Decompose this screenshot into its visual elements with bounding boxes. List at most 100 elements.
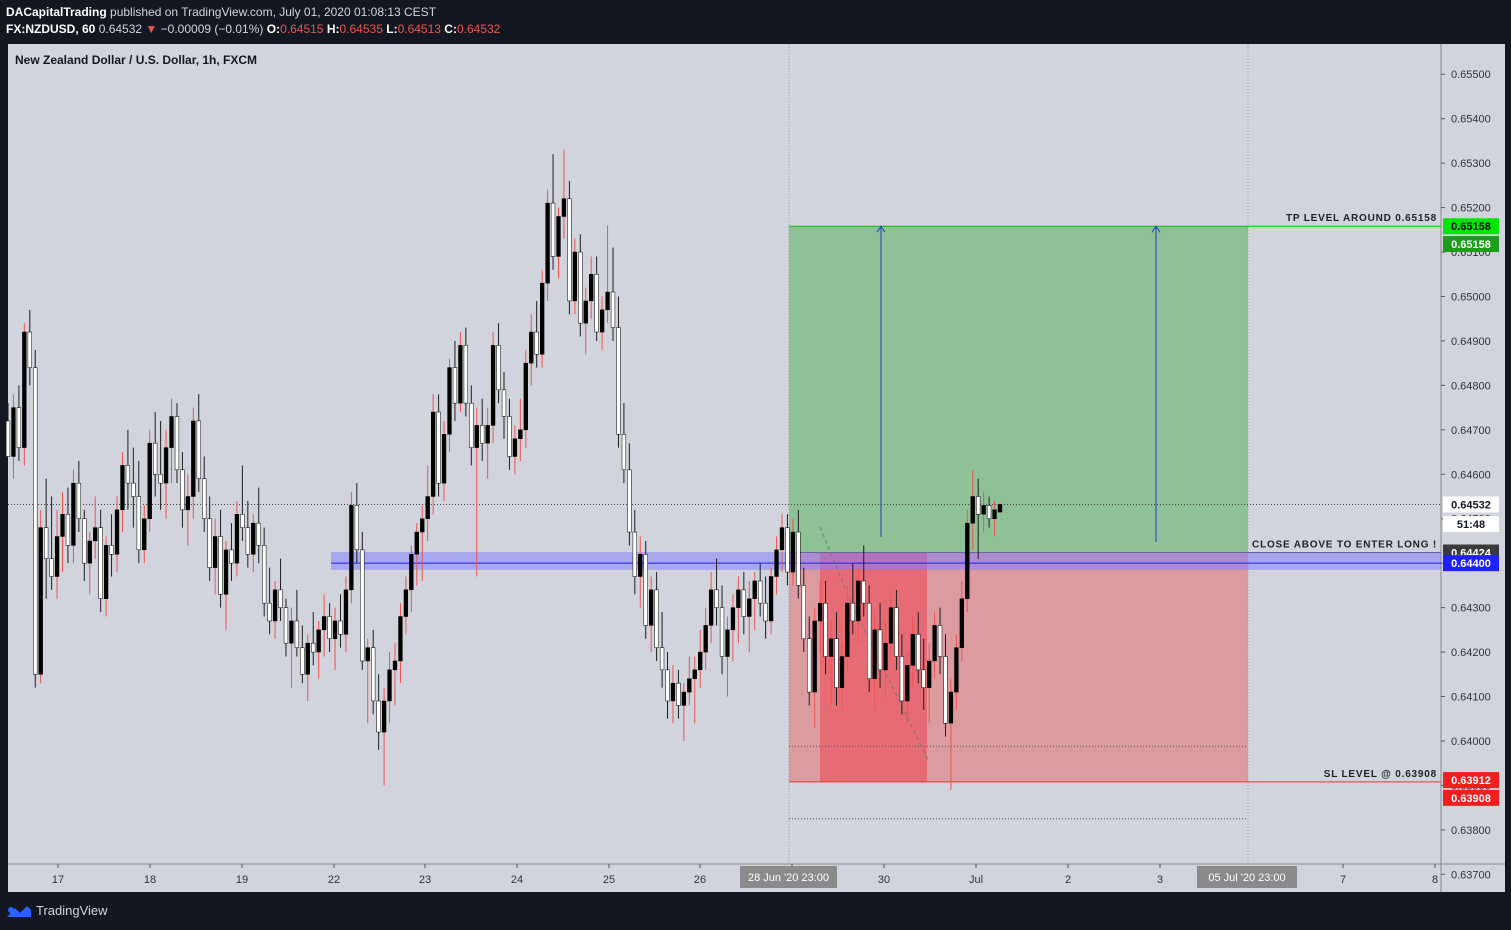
y-tick-label: 0.63700 — [1451, 869, 1491, 881]
candle-body — [747, 598, 752, 617]
candle-body — [33, 367, 38, 675]
candle-body — [54, 536, 60, 577]
y-tick-label: 0.64700 — [1451, 425, 1491, 437]
price-tag — [1443, 496, 1499, 513]
candle-body — [899, 656, 905, 702]
candle-body — [311, 642, 316, 653]
candle-body — [665, 669, 670, 702]
candle-body — [981, 505, 986, 515]
time-marker — [1197, 866, 1297, 888]
candle-body — [638, 554, 643, 577]
candle-body — [300, 647, 305, 675]
candle-body — [681, 691, 687, 706]
candle-body — [163, 447, 169, 484]
close-label: C: — [444, 22, 457, 36]
candle-body — [185, 496, 191, 511]
close-value: 0.64532 — [456, 22, 501, 36]
target-arrow-head-icon — [1151, 225, 1161, 233]
candle-body — [708, 589, 714, 626]
candle-body — [430, 411, 436, 497]
candle-body — [240, 514, 245, 528]
candle-body — [856, 580, 861, 622]
candle-body — [992, 509, 997, 519]
candle-body — [174, 416, 180, 471]
candle-body — [539, 282, 545, 355]
candle-body — [452, 367, 458, 404]
candle-body — [599, 309, 605, 333]
candle-body — [93, 527, 98, 542]
time-marker-label: 05 Jul '20 23:00 — [1208, 872, 1285, 884]
candle-body — [643, 554, 648, 626]
candle-body — [256, 522, 261, 546]
tradingview-brand[interactable]: TradingView — [6, 903, 108, 918]
y-tick-label: 0.64200 — [1451, 647, 1491, 659]
candle-body — [867, 602, 872, 679]
candle-body — [147, 442, 152, 519]
candle-body — [289, 620, 294, 644]
price-tag — [1443, 516, 1499, 533]
price-tag-label: 0.65158 — [1451, 221, 1491, 233]
candle-body — [338, 620, 343, 635]
price-tag-label: 0.63912 — [1451, 775, 1491, 787]
candle-body — [381, 700, 387, 733]
candle-body — [921, 669, 926, 688]
candle-body — [49, 558, 54, 577]
y-tick-label: 0.65400 — [1451, 114, 1491, 126]
candle-body — [954, 647, 959, 693]
candle-body — [796, 531, 801, 586]
author-name[interactable]: DACapitalTrading — [6, 5, 107, 19]
candle-body — [38, 527, 43, 675]
candle-body — [976, 496, 981, 515]
price-tag-label: 0.65158 — [1451, 239, 1491, 251]
candle-body — [654, 589, 659, 648]
candle-body — [518, 429, 523, 439]
tradingview-logo-icon — [7, 905, 31, 917]
change-down-icon: ▼ — [145, 22, 158, 36]
y-tick-label: 0.64800 — [1451, 380, 1491, 392]
symbol-info: FX:NZDUSD, 60 0.64532 ▼ −0.00009 (−0.01%… — [6, 22, 500, 36]
candle-body — [196, 420, 201, 479]
candle-body — [828, 638, 834, 657]
candle-body — [142, 518, 147, 551]
open-value: 0.64515 — [280, 22, 324, 36]
candle-body — [403, 589, 409, 617]
candle-body — [321, 616, 327, 631]
candle-body — [398, 616, 403, 662]
candle-body — [458, 345, 463, 404]
candle-body — [22, 331, 27, 448]
low-value: 0.64513 — [397, 22, 441, 36]
last-price: 0.64532 — [98, 22, 143, 36]
low-label: L: — [386, 22, 398, 36]
x-tick-label: 19 — [236, 874, 248, 886]
candle-body — [294, 620, 300, 648]
candle-body — [801, 585, 806, 639]
candle-body — [212, 536, 218, 568]
candle-body — [158, 474, 163, 484]
x-tick-label: 22 — [328, 874, 340, 886]
x-tick-label: 7 — [1340, 874, 1346, 886]
candle-body — [817, 602, 823, 622]
price-tag — [1443, 236, 1499, 253]
candle-body — [850, 602, 855, 622]
candle-body — [76, 482, 82, 519]
candle-body — [349, 505, 354, 591]
target-zone — [789, 226, 1248, 553]
price-tag-label: 0.64400 — [1451, 558, 1491, 570]
candle-body — [937, 625, 943, 657]
candle-body — [632, 531, 637, 577]
candle-body — [785, 527, 790, 573]
candle-body — [267, 602, 272, 622]
candle-body — [534, 331, 539, 355]
price-tag-label: 51:48 — [1457, 519, 1485, 531]
candle-body — [768, 576, 774, 622]
price-tag — [1443, 218, 1499, 235]
candle-body — [714, 589, 719, 608]
candle-body — [725, 629, 730, 657]
candle-body — [943, 656, 948, 724]
candle-body — [970, 496, 975, 524]
candle-body — [283, 607, 289, 644]
candle-body — [316, 629, 321, 653]
candle-body — [627, 469, 632, 533]
candle-body — [507, 416, 512, 457]
